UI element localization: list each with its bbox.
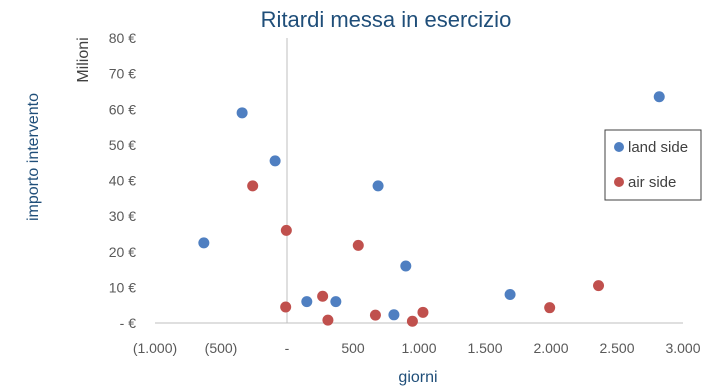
x-tick-label: (500) (205, 340, 238, 356)
point-air-side (247, 180, 259, 192)
x-tick-label: 1.500 (467, 340, 502, 356)
legend: land side air side (604, 129, 702, 201)
point-land-side (269, 155, 281, 167)
point-land-side (236, 107, 248, 119)
point-land-side (301, 296, 313, 308)
y-tick-label: 20 € (109, 244, 136, 260)
y-tick-label: 30 € (109, 208, 136, 224)
legend-label-land-side: land side (628, 139, 688, 156)
x-tick-label: 2.500 (599, 340, 634, 356)
y-tick-label: 10 € (109, 279, 136, 295)
point-land-side (388, 309, 400, 321)
point-land-side (330, 296, 342, 308)
x-tick-label: 3.000 (665, 340, 700, 356)
point-air-side (317, 290, 329, 302)
x-tick-label: - (285, 340, 290, 356)
x-tick-labels: (1.000) (500) - 500 1.000 1.500 2.000 2.500 3.00… (133, 340, 701, 356)
point-air-side (417, 306, 429, 318)
y-tick-label: 60 € (109, 101, 136, 117)
y-tick-label: - € (120, 315, 137, 331)
legend-marker-air-side (614, 177, 624, 187)
x-tick-label: (1.000) (133, 340, 177, 356)
point-air-side (544, 302, 556, 314)
point-land-side (198, 237, 210, 249)
point-air-side (280, 224, 292, 236)
point-air-side (369, 309, 381, 321)
point-air-side (280, 301, 292, 313)
y-tick-label: 80 € (109, 30, 136, 46)
y-tick-labels: - € 10 € 20 € 30 € 40 € 50 € 60 € 70 € 80 € (109, 30, 136, 331)
point-land-side (400, 260, 412, 272)
point-air-side (593, 280, 605, 292)
x-axis-title: giorni (398, 369, 437, 386)
chart-title: Ritardi messa in esercizio (261, 7, 512, 32)
legend-label-air-side: air side (628, 174, 676, 191)
y-unit-label: Milioni (75, 37, 92, 82)
point-air-side (406, 315, 418, 327)
point-air-side (322, 314, 334, 326)
y-tick-label: 40 € (109, 173, 136, 189)
y-tick-label: 50 € (109, 137, 136, 153)
legend-box (604, 129, 702, 201)
x-tick-label: 2.000 (533, 340, 568, 356)
point-air-side (352, 239, 364, 251)
x-tick-label: 500 (341, 340, 365, 356)
point-land-side (653, 91, 665, 103)
x-tick-label: 1.000 (401, 340, 436, 356)
axes (155, 38, 683, 324)
data-points (198, 91, 665, 327)
y-tick-label: 70 € (109, 66, 136, 82)
y-axis-title: importo intervento (25, 93, 42, 221)
point-land-side (504, 289, 516, 300)
legend-marker-land-side (614, 142, 624, 152)
point-land-side (372, 180, 384, 192)
